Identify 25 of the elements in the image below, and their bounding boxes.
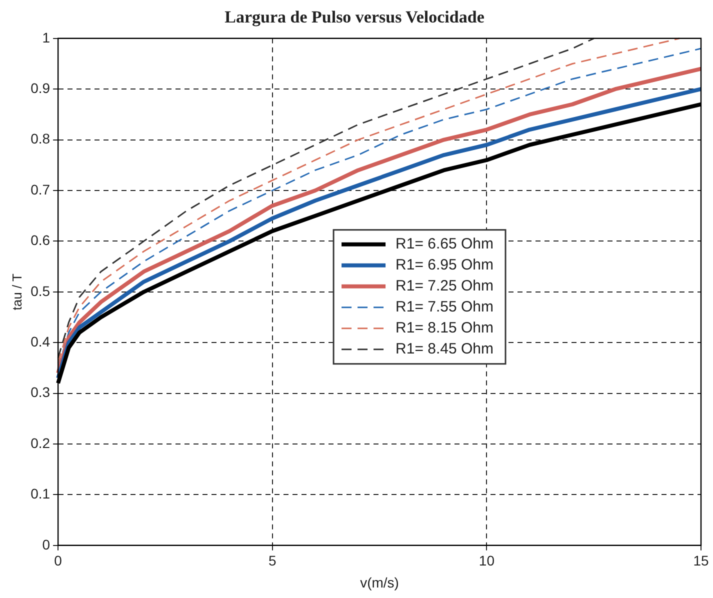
legend-label: R1= 7.25 Ohm — [396, 278, 494, 295]
line-series — [57, 38, 595, 359]
y-tick-label: 0.7 — [30, 181, 50, 198]
chart-title: Largura de Pulso versus Velocidade — [224, 8, 485, 27]
legend-label: R1= 7.55 Ohm — [396, 298, 494, 316]
legend-label: R1= 6.95 Ohm — [396, 256, 494, 274]
y-axis-title: tau / T — [9, 274, 24, 310]
y-tick-label: 0.6 — [30, 232, 50, 248]
legend-label: R1= 6.65 Ohm — [396, 236, 494, 253]
x-tick-label: 0 — [54, 552, 62, 569]
y-tick-label: 1 — [42, 29, 50, 46]
y-tick-label: 0.9 — [30, 80, 50, 96]
y-tick-label: 0 — [42, 536, 50, 552]
legend-label: R1= 8.45 Ohm — [396, 340, 494, 358]
y-tick-label: 0.2 — [30, 434, 50, 451]
x-tick-label: 10 — [478, 552, 495, 569]
x-axis-title: v(m/s) — [360, 574, 399, 590]
legend-label: R1= 8.15 Ohm — [396, 320, 494, 337]
y-tick-label: 0.4 — [30, 333, 50, 350]
y-tick-label: 0.8 — [30, 130, 50, 147]
x-tick-label: 15 — [693, 552, 709, 569]
y-tick-label: 0.5 — [30, 282, 50, 299]
y-tick-label: 0.3 — [30, 384, 50, 400]
x-tick-label: 5 — [268, 552, 276, 569]
y-tick-label: 0.1 — [30, 486, 50, 502]
